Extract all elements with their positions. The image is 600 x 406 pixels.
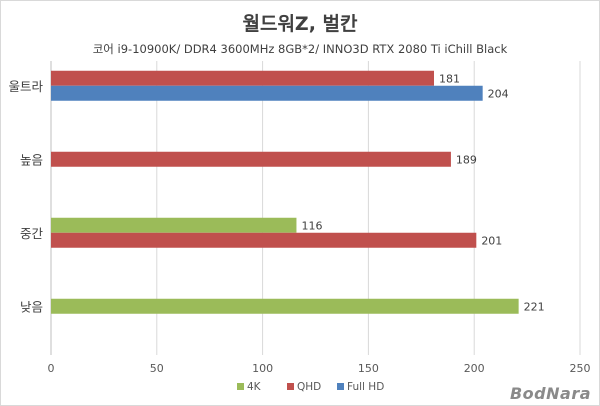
x-tick-label: 200	[464, 362, 485, 375]
bar	[51, 232, 477, 248]
x-tick-label: 100	[252, 362, 273, 375]
bar	[51, 85, 483, 101]
bar	[51, 70, 434, 86]
legend-swatch	[337, 383, 344, 390]
data-label: 201	[481, 234, 502, 247]
data-label: 221	[524, 300, 545, 313]
chart-subtitle: 코어 i9-10900K/ DDR4 3600MHz 8GB*2/ INNO3D…	[92, 42, 508, 56]
bar	[51, 298, 519, 314]
chart-title: 월드워Z, 벌칸	[242, 13, 358, 35]
watermark-logo: BodNara	[509, 384, 591, 403]
legend-swatch	[287, 383, 294, 390]
bar	[51, 217, 297, 233]
x-tick-label: 50	[150, 362, 164, 375]
data-label: 116	[301, 219, 322, 232]
x-tick-label: 0	[48, 362, 55, 375]
bar	[51, 151, 451, 167]
data-label: 189	[456, 153, 477, 166]
data-label: 181	[439, 72, 460, 85]
category-label: 낮음	[20, 299, 43, 314]
category-label: 울트라	[8, 79, 43, 94]
category-label: 중간	[20, 226, 44, 241]
x-tick-label: 250	[570, 362, 591, 375]
x-tick-label: 150	[358, 362, 379, 375]
legend-swatch	[237, 383, 244, 390]
category-label: 높음	[20, 152, 43, 167]
data-label: 204	[488, 87, 509, 100]
legend-label: QHD	[297, 381, 321, 393]
legend-label: 4K	[247, 381, 262, 393]
legend-label: Full HD	[347, 381, 384, 393]
